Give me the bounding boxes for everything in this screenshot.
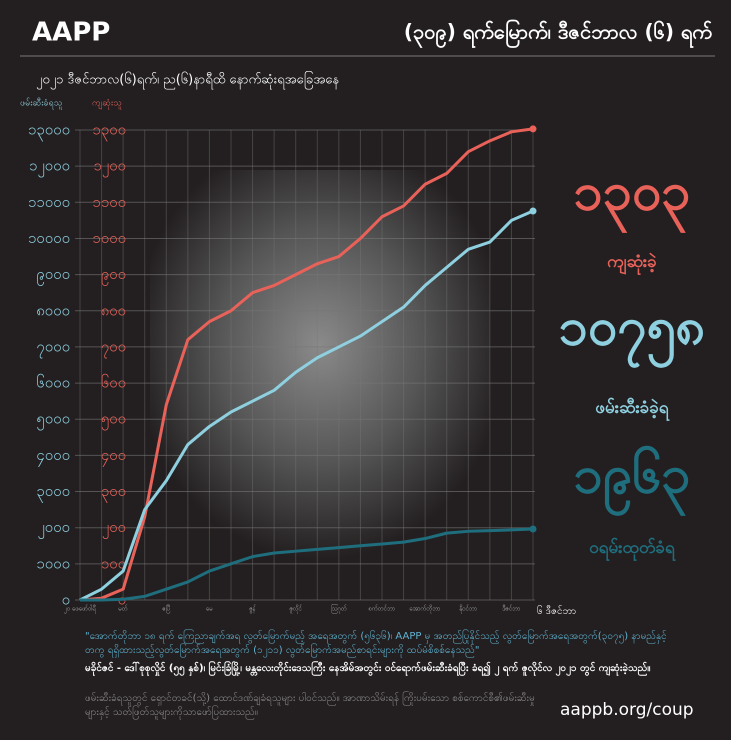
x-tick-label: မတ်: [119, 605, 128, 613]
y2-tick-label: ၁၁၀၀: [92, 193, 126, 211]
end-point: [529, 125, 537, 133]
x-tick-label: ၂၀ ဖေဖော်ဝါရီ: [64, 605, 96, 614]
x-tick-label: ဒီဇင်ဘာ: [502, 605, 520, 613]
note: ဖမ်းဆီးခံရသူတွင် ရှောင်တခင်(သို့) ထောင်ဒ…: [85, 693, 535, 718]
line-series: [79, 127, 534, 602]
y2-axis-title: ကျဆုံးသူ: [92, 99, 122, 110]
y2-tick-label: ၄၀၀: [101, 446, 126, 467]
summary-number: ၁၀၇၅၈: [559, 297, 706, 368]
y-tick-label: ၈၀၀၀: [36, 301, 70, 319]
y-tick-label: ၀: [62, 591, 70, 609]
logo: AAPP: [32, 18, 110, 48]
y2-tick-label: ၈၀၀: [101, 301, 126, 319]
y2-tick-label: ၁၂၀၀: [93, 157, 126, 178]
summary-label: ကျဆုံးခဲ့: [607, 252, 657, 276]
y-tick-label: ၂၀၀၀: [37, 518, 70, 539]
y2-tick-label: ၆၀၀: [101, 374, 126, 392]
header-title: (၃၀၉) ရက်မြောက်၊ ဒီဇင်ဘာလ (၆) ရက်: [404, 19, 712, 49]
end-point: [529, 207, 537, 215]
summary-number: ၁၉၆၃: [574, 445, 691, 516]
y2-tick-label: ၇၀၀: [101, 337, 126, 358]
quote: "အောက်တိုဘာ ၁၈ ရက် ကြေညာချက်အရ လွတ်မြောက…: [85, 631, 667, 656]
x-tick-label: မေ: [206, 606, 213, 613]
y2-tick-label: ၂၀၀: [102, 518, 126, 539]
x-tick-label: ဇွန်: [249, 605, 256, 614]
story: မခိုင်ဇင် - ဒေါ်စုစုလှိုင် (၅၅ နှစ်)၊ မြ…: [85, 663, 651, 674]
x-tick-label: ဧပြီ: [162, 604, 170, 614]
line-series: [79, 209, 534, 602]
x-tick-label: အောက်တိုဘာ: [410, 605, 441, 614]
y-tick-label: ၅၀၀၀: [36, 410, 70, 431]
y-tick-label: ၇၀၀၀: [36, 337, 70, 358]
y2-tick-label: ၁၃၀၀: [92, 121, 126, 142]
y-tick-label: ၁၀၀၀: [36, 554, 70, 572]
line-series: [80, 527, 534, 602]
x-tick-label: ဩဂုတ်: [331, 604, 347, 614]
y-tick-label: ၃၀၀၀: [36, 482, 70, 503]
y-tick-label: ၁၃၀၀၀: [28, 121, 70, 142]
x-tick-label: နိုဝင်ဘာ: [459, 605, 477, 614]
y-tick-label: ၄၀၀၀: [36, 446, 70, 467]
x-tick-label: စက်တင်ဘာ: [369, 605, 396, 613]
y-tick-label: ၁၂၀၀၀: [29, 157, 70, 178]
summary-label: ဝရမ်းထုတ်ခံရ: [589, 537, 676, 562]
y-tick-label: ၉၀၀၀: [36, 265, 70, 286]
y-axis-title: ဖမ်းဆီးခံရသူ: [20, 98, 63, 110]
end-point: [529, 525, 537, 533]
y-tick-label: ၁၁၀၀၀: [28, 193, 70, 211]
y-tick-label: ၆၀၀၀: [36, 374, 70, 392]
x-tick-label: ဇူလိုင်: [289, 605, 302, 614]
chart-title: ၂၀၂၁ ဒီဇင်ဘာလ(၆)ရက်၊ ည(၆)နာရီထိ နောက်ဆုံ…: [36, 71, 339, 90]
y2-tick-label: ၁၀၀၀: [92, 229, 126, 247]
portrait-photo: [150, 170, 490, 560]
y2-tick-label: ၉၀၀: [101, 265, 126, 286]
x-tick-label: ၆ ဒီဇင်ဘာ: [537, 604, 576, 617]
summary-label: ဖမ်းဆီးခံခဲ့ရ: [595, 397, 670, 422]
y2-tick-label: ၃၀၀: [101, 482, 126, 503]
y2-tick-label: ၅၀၀: [101, 410, 126, 431]
y2-tick-label: ၁၀၀: [101, 554, 126, 572]
url: aappb.org/coup: [560, 700, 694, 720]
y-tick-label: ၁၀၀၀၀: [28, 229, 70, 247]
summary-number: ၁၃၀၃: [574, 162, 691, 233]
